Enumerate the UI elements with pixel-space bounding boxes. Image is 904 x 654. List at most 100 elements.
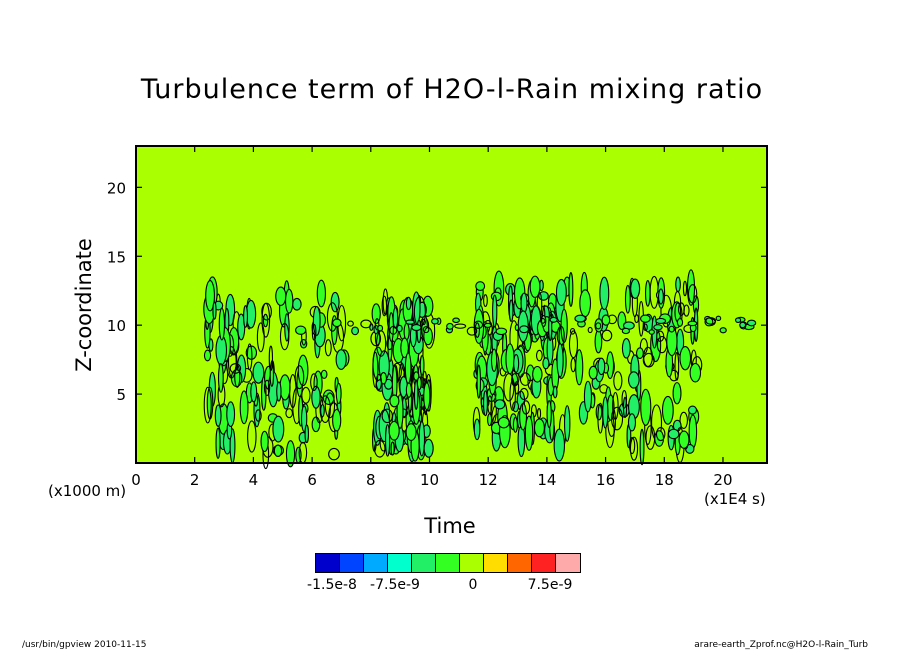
contour-patch [273,444,283,458]
chart-title: Turbulence term of H2O-l-Rain mixing rat… [140,74,764,105]
x-tick-label: 10 [420,471,439,489]
colorbar-cell [412,554,436,572]
contour-patch [380,371,387,385]
contour-patch [215,427,221,459]
contour-patch [483,322,492,329]
contour-patch [371,303,381,325]
contour-patch [330,291,340,313]
colorbar-cell [316,554,340,572]
contour-patch [568,330,579,359]
contour-patch [734,317,742,324]
contour-patch [260,430,269,453]
contour-patch [599,276,610,311]
contour-patch [400,337,409,359]
contour-patch [381,408,393,424]
contour-patch [494,399,506,410]
x-tick-label: 12 [479,471,498,489]
contour-patch [411,324,422,332]
y-axis-unit: (x1000 m) [48,482,127,500]
contour-patch [234,364,241,388]
x-tick-label: 2 [190,471,200,489]
contour-patch [320,369,328,379]
contour-patch [269,362,275,387]
contour-patch [312,306,321,336]
contour-patch [304,424,310,444]
contour-patch [621,338,631,359]
contour-patch [324,339,332,357]
contour-patch [316,279,326,308]
footer-command: /usr/bin/gpview 2010-11-15 [22,640,147,650]
x-tick-label: 16 [596,471,615,489]
contour-patch [284,313,290,342]
contour-patch [679,411,689,429]
x-axis-unit: (x1E4 s) [704,490,766,508]
contour-patch [214,404,222,427]
contour-patch [601,329,613,342]
contour-patch [553,428,566,462]
contour-patch [674,352,680,381]
contour-patch [268,345,274,372]
contour-patch [226,401,236,428]
contour-patch [653,324,663,331]
contour-patch [519,387,529,401]
contour-patch [513,353,520,373]
contour-patch [483,294,488,308]
contour-patch [311,385,321,409]
contour-patch [540,318,546,324]
contour-patch [405,296,412,311]
contour-patch [404,352,412,384]
contour-patch [324,392,336,419]
contour-patch [454,323,467,329]
contour-patch [322,389,335,405]
contour-patch [705,317,717,325]
contour-patch [418,420,426,457]
contour-patch [476,364,482,399]
contour-patch [640,314,651,323]
contour-patch [212,301,217,320]
contour-patch [475,281,486,292]
colorbar-cell [532,554,556,572]
colorbar-cell [364,554,388,572]
contour-patch [556,343,564,378]
contour-patch [332,408,342,432]
contour-patch [300,405,308,433]
contour-patch [612,391,619,421]
contour-patch [466,326,478,336]
contour-patch [328,447,340,461]
contour-patch [372,351,379,388]
contour-patch [396,324,403,333]
contour-patch [643,323,648,332]
contour-patch [687,320,698,327]
contour-patch [261,302,271,338]
colorbar-label: 7.5e-9 [527,577,573,593]
contour-patch [739,321,747,329]
contour-patch [446,322,454,330]
contour-patch [524,415,534,451]
contour-patch [292,297,302,311]
contour-patch [473,418,481,441]
contour-patch [601,314,611,326]
contour-patch [217,363,224,393]
x-tick-label: 6 [307,471,317,489]
contour-patch [568,272,574,307]
contour-patch [668,325,675,333]
contour-patch [419,355,425,376]
contour-patch [390,441,395,456]
contour-patch [611,406,624,431]
contour-patch [301,386,311,404]
contour-patch [519,372,531,386]
contour-patch [275,286,287,307]
contour-patch [514,324,520,331]
contour-patch [644,280,651,307]
contour-patch [679,346,692,371]
contour-patch [218,307,226,341]
contour-patch [203,349,212,362]
contour-patch [595,322,602,330]
contour-patch [423,327,433,346]
contour-patch [422,326,430,334]
contour-patch [279,322,290,351]
contour-patch [421,318,426,326]
contour-patch [675,276,681,293]
contour-patch [431,318,439,325]
contour-patch [542,357,550,370]
